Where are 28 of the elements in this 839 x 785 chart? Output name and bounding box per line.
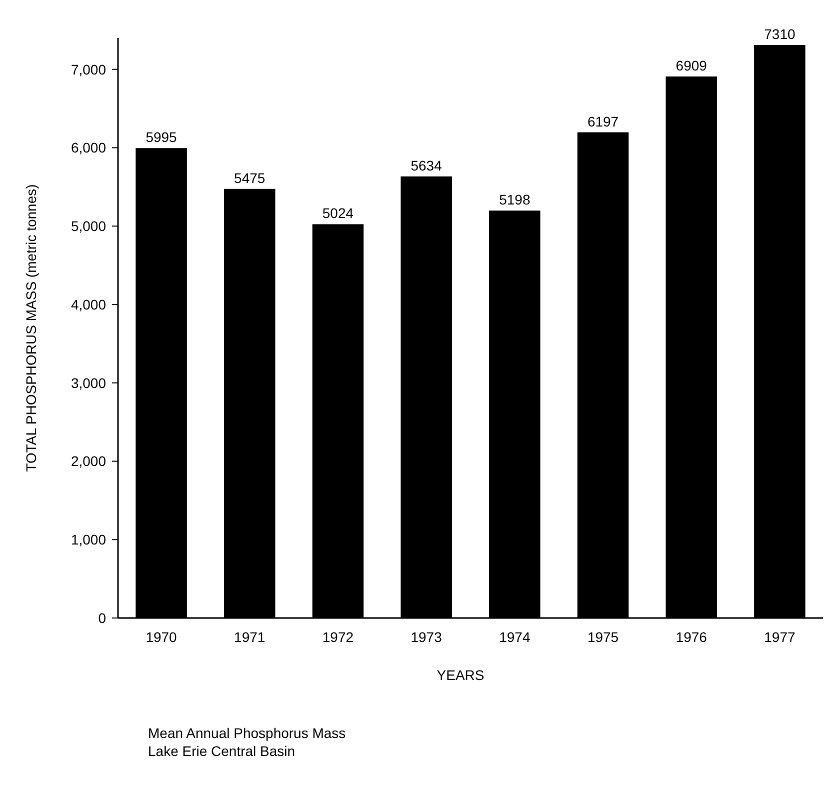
data-label: 7310 <box>764 26 796 42</box>
x-tick-label: 1974 <box>499 629 530 645</box>
x-tick-label: 1973 <box>410 629 442 645</box>
data-label: 6909 <box>676 57 708 74</box>
y-axis-title: TOTAL PHOSPHORUS MASS (metric tonnes) <box>23 184 39 472</box>
x-tick-label: 1977 <box>764 629 796 645</box>
x-tick-label: 1976 <box>676 629 708 645</box>
y-tick-label: 5,000 <box>70 218 106 234</box>
x-axis-title: YEARS <box>436 667 484 683</box>
x-tick-label: 1975 <box>587 629 619 645</box>
text: Lake Erie Central Basin <box>148 743 296 759</box>
y-tick-label: 7,000 <box>70 61 106 78</box>
y-tick-label: 2,000 <box>70 453 106 470</box>
x-tick-label: 1970 <box>146 629 178 645</box>
x-tick-label: 1972 <box>322 629 354 645</box>
y-tick-label: 1,000 <box>70 532 106 548</box>
y-tick-label: 0 <box>98 610 106 626</box>
y-tick-label: 6,000 <box>70 140 106 156</box>
y-tick-label: 4,000 <box>70 296 106 312</box>
x-tick-label: 1971 <box>234 629 266 645</box>
data-label: 5634 <box>410 157 442 174</box>
data-label: 5995 <box>146 129 178 146</box>
data-label: 6197 <box>587 113 619 130</box>
data-label: 5198 <box>499 192 530 208</box>
text: Mean Annual Phosphorus Mass <box>148 725 346 741</box>
y-tick-label: 3,000 <box>70 374 106 391</box>
data-label: 5024 <box>322 205 354 222</box>
data-label: 5475 <box>234 170 266 186</box>
